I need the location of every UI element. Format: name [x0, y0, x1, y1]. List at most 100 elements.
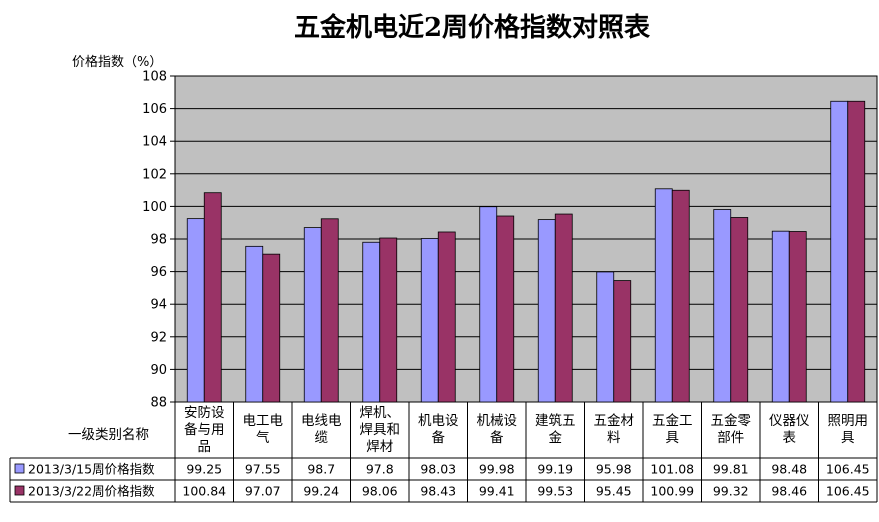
bar-1 — [479, 206, 498, 403]
x-category-label-line: 机电设 — [418, 413, 459, 429]
x-category-label: 五金工具 — [652, 413, 693, 446]
bar-1 — [771, 230, 790, 403]
data-table-value: 99.81 — [713, 462, 749, 477]
data-table-value: 97.07 — [245, 484, 281, 499]
bar-1 — [596, 271, 615, 403]
x-category-label-line: 料 — [607, 430, 621, 446]
y-tick-label: 104 — [142, 135, 167, 150]
data-table-value: 99.41 — [479, 484, 515, 499]
x-category-label: 五金零部件 — [711, 413, 752, 446]
data-table-value: 100.84 — [182, 484, 226, 499]
data-table-value: 97.8 — [366, 462, 394, 477]
data-table-value: 106.45 — [826, 462, 870, 477]
bar-1 — [362, 241, 381, 403]
x-category-label: 照明用具 — [828, 413, 869, 446]
data-table-value: 98.06 — [362, 484, 398, 499]
y-axis-ticks: 88 90 92 94 96 98 100 102 104 106 108 — [142, 70, 175, 411]
data-table: 安防设备与用品电工电气电线电缆焊机、焊具和焊材机电设备机械设备建筑五金五金材料五… — [9, 402, 878, 503]
x-category-label-line: 部件 — [717, 430, 744, 446]
data-table-value: 99.19 — [537, 462, 573, 477]
x-category-label-line: 五金工 — [652, 413, 693, 429]
x-category-label: 电线电缆 — [301, 413, 342, 446]
x-category-label: 建筑五金 — [535, 413, 576, 446]
x-category-label-line: 焊具和 — [360, 422, 401, 438]
x-category-label-line: 品 — [198, 439, 212, 455]
x-category-label-line: 具 — [841, 430, 855, 446]
y-tick-label: 92 — [150, 330, 167, 345]
bar-2 — [847, 100, 866, 403]
x-category-label-line: 备与用 — [184, 421, 225, 438]
data-table-value: 99.24 — [303, 484, 339, 499]
data-table-value: 99.53 — [537, 484, 573, 499]
x-category-label-line: 电线电 — [301, 413, 342, 429]
x-category-label-line: 备 — [490, 429, 504, 446]
x-category-label-line: 照明用 — [828, 413, 869, 429]
y-axis-label: 价格指数（%） — [72, 54, 162, 70]
bar-1 — [186, 218, 205, 403]
y-tick-label: 106 — [142, 102, 167, 117]
data-table-value: 98.03 — [420, 462, 456, 477]
bar-1 — [420, 238, 439, 403]
x-category-label: 安防设备与用品 — [184, 405, 225, 455]
bar-1 — [713, 209, 732, 403]
data-table-value: 97.55 — [245, 462, 281, 477]
bar-1 — [830, 100, 849, 403]
x-category-label-line: 备 — [432, 429, 446, 446]
data-table-value: 100.99 — [650, 484, 694, 499]
y-tick-label: 90 — [150, 363, 167, 378]
x-category-label-line: 建筑五 — [535, 413, 576, 429]
y-tick-label: 98 — [150, 233, 167, 248]
data-table-value: 99.32 — [713, 484, 749, 499]
y-tick-label: 94 — [150, 298, 167, 313]
legend-key-1 — [14, 463, 25, 474]
bar-2 — [788, 231, 807, 403]
chart-title: 五金机电近2周价格指数对照表 — [294, 12, 651, 43]
data-table-value: 98.48 — [771, 462, 807, 477]
x-category-label: 机械设备 — [477, 413, 518, 446]
y-tick-label: 102 — [142, 167, 167, 182]
x-category-label-line: 焊机、 — [360, 405, 401, 421]
x-category-label-line: 金 — [549, 430, 563, 446]
y-tick-label: 88 — [150, 396, 167, 411]
bar-2 — [671, 189, 690, 403]
x-category-label: 仪器仪表 — [769, 413, 810, 446]
x-category-label: 机电设备 — [418, 413, 459, 446]
y-tick-label: 100 — [142, 200, 167, 215]
data-table-value: 106.45 — [826, 484, 870, 499]
x-category-label-line: 缆 — [315, 430, 329, 446]
gridlines — [175, 108, 877, 370]
legend-series-name: 2013/3/22周价格指数 — [28, 484, 155, 499]
data-table-value: 95.45 — [596, 484, 632, 499]
data-table-value: 99.25 — [186, 462, 222, 477]
bar-1 — [537, 219, 556, 403]
x-category-label-line: 五金零 — [711, 413, 752, 429]
bars — [186, 100, 866, 403]
x-category-label: 电工电气 — [243, 413, 284, 446]
bar-2 — [262, 253, 281, 403]
category-header: 一级类别名称 — [68, 427, 149, 443]
legend-series-name: 2013/3/15周价格指数 — [28, 462, 155, 477]
legend-key-2 — [14, 485, 25, 496]
bar-1 — [303, 227, 322, 403]
bar-2 — [379, 237, 398, 403]
x-category-label-line: 表 — [783, 430, 797, 446]
x-category-label-line: 机械设 — [477, 413, 518, 429]
data-table-value: 98.46 — [771, 484, 807, 499]
x-category-label-line: 气 — [256, 430, 270, 446]
bar-2 — [730, 217, 749, 403]
x-category-label-line: 仪器仪 — [769, 413, 810, 429]
bar-2 — [437, 231, 456, 403]
y-tick-label: 108 — [142, 70, 167, 85]
data-table-value: 101.08 — [650, 462, 694, 477]
x-category-label-line: 电工电 — [243, 413, 284, 429]
x-category-label: 五金材料 — [594, 413, 635, 446]
x-category-label-line: 五金材 — [594, 413, 635, 429]
x-category-label-line: 安防设 — [184, 405, 225, 421]
x-category-label-line: 焊材 — [366, 439, 393, 455]
x-category-label: 焊机、焊具和焊材 — [360, 405, 401, 455]
bar-2 — [496, 215, 515, 403]
bar-2 — [554, 213, 573, 403]
x-category-label-line: 具 — [666, 430, 680, 446]
y-tick-label: 96 — [150, 265, 167, 280]
